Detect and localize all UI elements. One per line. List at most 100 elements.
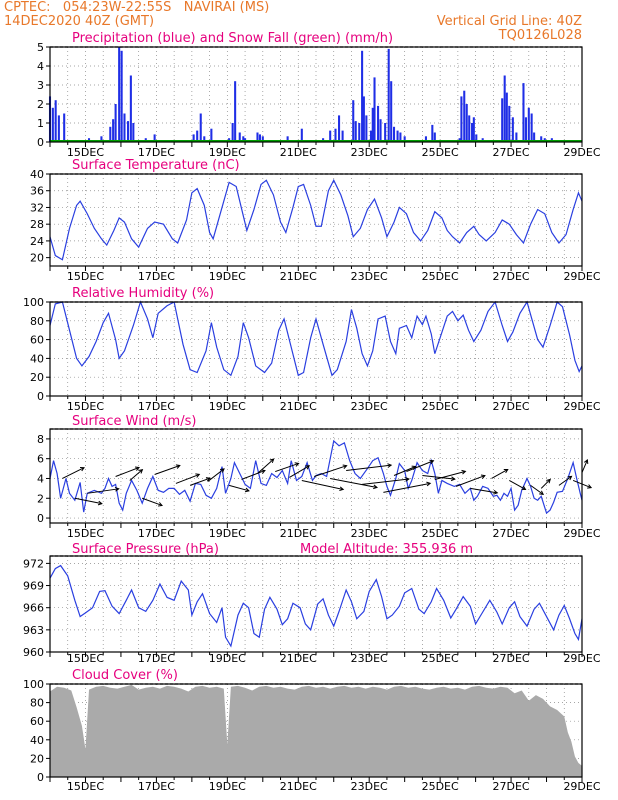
wind-arrow xyxy=(509,480,526,490)
precip-bar xyxy=(431,124,434,142)
pressure-xtick-label: 17DEC xyxy=(138,652,175,665)
temperature-ytick-label: 20 xyxy=(30,252,44,265)
temperature-line xyxy=(49,178,583,261)
wind-arrow xyxy=(470,487,498,494)
wind-arrow xyxy=(142,497,163,506)
precip-bar xyxy=(472,117,475,142)
precip-bar xyxy=(399,132,402,142)
wind-arrow xyxy=(257,458,275,474)
cloud-panel: Cloud Cover (%) 0 20 40 60 80 100 15DEC 17DEC 19D… xyxy=(23,668,601,793)
pressure-ytick-label: 969 xyxy=(23,580,44,593)
humidity-xtick-label: 17DEC xyxy=(138,400,175,413)
cloud-ytick-label: 80 xyxy=(30,697,44,710)
wind-arrow-head xyxy=(461,469,467,475)
precip-bar xyxy=(387,48,390,142)
wind-arrow xyxy=(362,478,409,485)
wind-arrow-head xyxy=(583,458,589,464)
run-time: 14DEC2020 40Z (GMT) xyxy=(4,14,155,29)
wind-xtick-label: 17DEC xyxy=(138,527,175,540)
wind-arrow xyxy=(540,479,551,489)
wind-arrow-head xyxy=(539,490,545,496)
precip-bar xyxy=(365,115,368,142)
precip-ytick-label: 4 xyxy=(37,60,44,73)
cloud-ytick-label: 0 xyxy=(37,771,44,784)
cloud-xtick-label: 15DEC xyxy=(67,780,104,793)
wind-arrow-head xyxy=(426,481,432,487)
humidity-ytick-label: 60 xyxy=(30,334,44,347)
pressure-ytick-label: 972 xyxy=(23,557,44,570)
wind-arrow xyxy=(189,477,211,486)
humidity-ytick-label: 100 xyxy=(23,296,44,309)
wind-ytick-label: 8 xyxy=(37,433,44,446)
precip-bar xyxy=(540,136,543,142)
precip-bar xyxy=(515,132,518,142)
precip-bar xyxy=(196,130,199,142)
wind-arrow xyxy=(74,497,102,505)
cloud-xtick-label: 29DEC xyxy=(563,780,600,793)
temperature-ytick-label: 24 xyxy=(30,235,44,248)
wind-arrow xyxy=(406,460,434,473)
precip-bar xyxy=(465,104,468,142)
wind-xtick-label: 27DEC xyxy=(493,527,530,540)
humidity-xtick-label: 27DEC xyxy=(493,400,530,413)
precip-bar xyxy=(300,128,303,142)
precip-title: Precipitation (blue) and Snow Fall (gree… xyxy=(72,31,393,46)
precip-bar xyxy=(501,98,504,142)
pressure-xtick-label: 25DEC xyxy=(422,652,459,665)
wind-arrow xyxy=(175,473,200,484)
wind-line xyxy=(49,439,583,515)
pressure-panel: Surface Pressure (hPa) Model Altitude: 35… xyxy=(23,542,601,665)
wind-arrow-head xyxy=(587,484,593,489)
temperature-ytick-label: 28 xyxy=(30,218,44,231)
precip-bar xyxy=(505,92,508,142)
precip-bar xyxy=(109,126,112,142)
precip-bar xyxy=(361,50,364,142)
precip-bar xyxy=(530,113,533,142)
wind-xtick-label: 19DEC xyxy=(209,527,246,540)
precip-bar xyxy=(371,107,374,142)
precip-bar xyxy=(511,117,514,142)
precip-bar xyxy=(524,117,527,142)
wind-arrow-head xyxy=(294,462,300,467)
temperature-panel: Surface Temperature (nC) 20 24 28 32 36 40 15DE… xyxy=(30,158,601,283)
pressure-xtick-label: 29DEC xyxy=(563,652,600,665)
precip-bar xyxy=(123,113,126,142)
wind-arrow-head xyxy=(339,486,345,492)
precip-bar xyxy=(234,81,237,142)
temperature-xtick-label: 21DEC xyxy=(280,270,317,283)
temperature-xtick-label: 25DEC xyxy=(422,270,459,283)
wind-arrow xyxy=(207,468,225,482)
precip-bar xyxy=(373,77,376,142)
humidity-title: Relative Humidity (%) xyxy=(72,286,214,301)
precip-xtick-label: 19DEC xyxy=(209,146,246,159)
wind-arrow xyxy=(434,470,466,480)
precip-bar xyxy=(338,115,341,142)
precip-bar xyxy=(129,75,132,142)
wind-ytick-label: 0 xyxy=(37,512,44,525)
wind-arrow xyxy=(301,479,344,490)
wind-arrow-head xyxy=(79,467,85,472)
wind-arrow xyxy=(558,475,572,486)
precip-ytick-label: 1 xyxy=(37,117,44,130)
cloud-xtick-label: 21DEC xyxy=(280,780,317,793)
humidity-xtick-label: 21DEC xyxy=(280,400,317,413)
precip-bar xyxy=(508,105,511,142)
precip-xtick-label: 29DEC xyxy=(563,146,600,159)
humidity-ytick-label: 80 xyxy=(30,315,44,328)
precip-bar xyxy=(471,123,474,142)
pressure-xtick-label: 19DEC xyxy=(209,652,246,665)
wind-arrow xyxy=(346,464,392,472)
precip-bar xyxy=(231,123,234,142)
precip-bar xyxy=(334,128,337,142)
grid-line-note: Vertical Grid Line: 40Z xyxy=(436,14,582,29)
wind-arrow-head xyxy=(175,464,181,469)
cloud-xtick-label: 27DEC xyxy=(493,780,530,793)
wind-arrow xyxy=(289,465,310,478)
precip-bar xyxy=(120,50,123,142)
temperature-xtick-label: 19DEC xyxy=(209,270,246,283)
pressure-ytick-label: 966 xyxy=(23,602,44,615)
temperature-xtick-label: 17DEC xyxy=(138,270,175,283)
wind-arrow xyxy=(393,466,416,476)
precip-bar xyxy=(475,134,478,142)
wind-arrow-head xyxy=(521,485,527,490)
